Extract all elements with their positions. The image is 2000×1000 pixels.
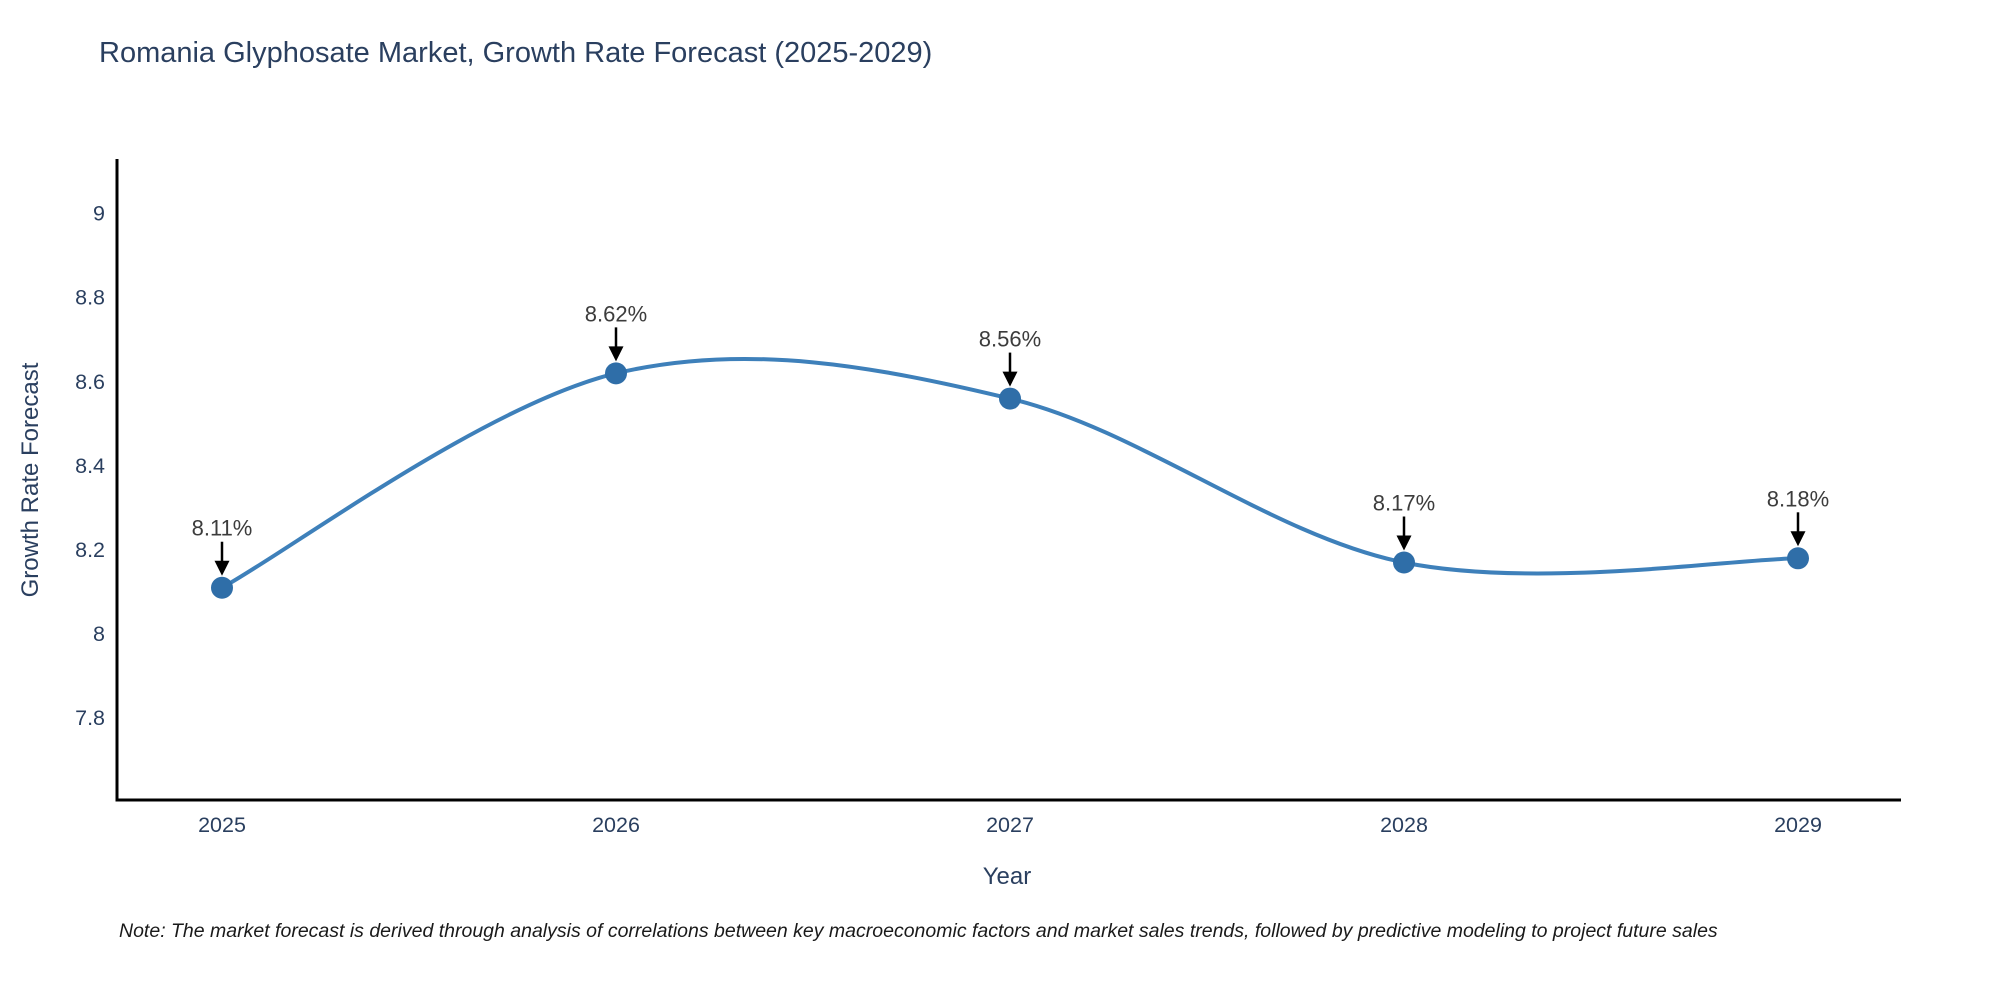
- annotation-label: 8.62%: [585, 301, 647, 326]
- footnote: Note: The market forecast is derived thr…: [119, 920, 1718, 942]
- x-tick-label: 2027: [986, 813, 1034, 837]
- x-tick-label: 2025: [198, 813, 246, 837]
- annotation-label: 8.56%: [979, 327, 1041, 352]
- annotation-label: 8.11%: [192, 516, 253, 541]
- x-tick-label: 2029: [1774, 813, 1822, 837]
- annotation-label: 8.17%: [1373, 491, 1435, 516]
- y-tick-label: 8.4: [75, 454, 105, 478]
- annotation-arrowhead: [608, 346, 624, 362]
- chart-title: Romania Glyphosate Market, Growth Rate F…: [99, 37, 933, 69]
- data-point-2027[interactable]: [999, 387, 1021, 410]
- x-axis-title: Year: [982, 863, 1032, 890]
- data-point-2029[interactable]: [1787, 547, 1809, 570]
- annotation-arrowhead: [1790, 531, 1806, 547]
- y-tick-label: 7.8: [75, 706, 105, 730]
- annotation-label: 8.18%: [1767, 486, 1829, 511]
- y-tick-label: 8.2: [75, 538, 105, 562]
- annotation-arrowhead: [1396, 535, 1412, 551]
- x-tick-label: 2026: [592, 813, 640, 837]
- y-tick-label: 8.6: [75, 370, 105, 394]
- y-axis-title: Growth Rate Forecast: [17, 362, 44, 598]
- data-point-2028[interactable]: [1393, 551, 1415, 574]
- y-tick-label: 8.8: [75, 286, 105, 310]
- annotation-arrowhead: [1002, 371, 1018, 387]
- y-tick-label: 8: [93, 622, 105, 646]
- data-point-2026[interactable]: [605, 362, 627, 385]
- data-point-2025[interactable]: [211, 576, 233, 599]
- x-tick-label: 2028: [1380, 813, 1428, 837]
- annotation-arrowhead: [214, 560, 230, 576]
- y-tick-label: 9: [93, 202, 105, 226]
